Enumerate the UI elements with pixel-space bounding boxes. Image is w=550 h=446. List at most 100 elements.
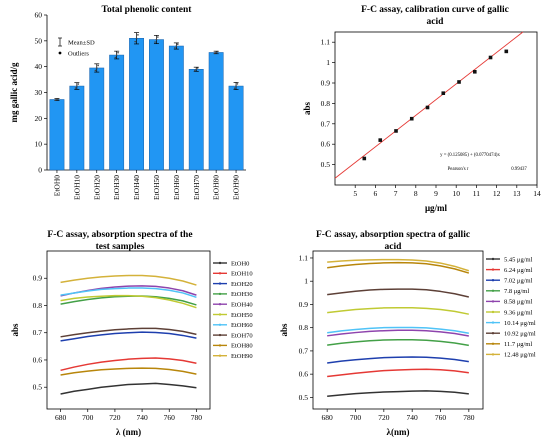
x-tick-label: EtOH70 (192, 175, 201, 200)
legend-marker (218, 282, 222, 285)
data-point (114, 56, 117, 59)
plot-frame (334, 31, 538, 186)
series-line-9 (60, 274, 197, 286)
data-point (362, 156, 367, 161)
y-tick-label: 0.6 (33, 355, 43, 364)
x-tick-label: 700 (350, 413, 362, 422)
series-line-4 (327, 329, 469, 337)
data-point (94, 69, 97, 72)
data-point (196, 67, 199, 69)
y-tick-label: 1 (326, 58, 330, 67)
legend-marker (218, 272, 222, 275)
legend-entry: 12.48 μg/ml (504, 352, 536, 359)
legend-outlier-icon (58, 51, 62, 55)
data-point (57, 98, 60, 100)
x-tick-label: 9 (434, 189, 438, 198)
x-tick-label: 10 (452, 189, 460, 198)
line-chart-spectra-gallic: F-C assay, absorption spectra of gallic a… (279, 230, 536, 437)
y-tick-label: 60 (35, 11, 43, 20)
x-tick-label: 740 (407, 413, 419, 422)
x-tick-label: 5 (353, 189, 357, 198)
series-line-1 (327, 368, 469, 378)
y-tick-label: 0.5 (33, 383, 43, 392)
chart-title: F-C assay, absorption spectra of gallic (316, 230, 470, 240)
y-tick-label: 1.1 (321, 38, 331, 47)
series-line-7 (60, 327, 197, 338)
y-tick-label: 50 (35, 36, 43, 45)
y-tick-label: 0.5 (321, 160, 331, 169)
fit-equation: y = (0.125085) + (0.0770474)x (440, 153, 500, 158)
data-point (56, 98, 58, 101)
data-point (95, 67, 98, 69)
legend-entry: 10.14 μg/ml (504, 320, 536, 327)
y-tick-label: 0.8 (321, 99, 331, 108)
data-point (137, 34, 139, 36)
y-tick-label: 1.1 (299, 253, 309, 262)
y-tick-label: 0.7 (299, 346, 309, 355)
chart-title: acid (427, 17, 445, 27)
x-tick-label: EtOH10 (72, 175, 81, 200)
data-point (74, 87, 77, 89)
series-line-0 (327, 390, 469, 397)
data-point (233, 87, 236, 90)
data-point (216, 50, 219, 53)
legend-marker (218, 354, 222, 357)
x-axis-label: λ(nm) (387, 427, 410, 437)
legend-entry: EtOH90 (231, 353, 253, 360)
x-tick-label: EtOH40 (132, 175, 141, 200)
x-tick-label: 11 (473, 189, 480, 198)
x-tick-label: 680 (322, 413, 334, 422)
legend-marker (218, 323, 222, 326)
x-tick-label: 720 (378, 413, 390, 422)
data-point (135, 37, 138, 40)
data-point (394, 129, 398, 133)
legend-marker (218, 261, 222, 265)
legend-entry: EtOH20 (231, 281, 253, 288)
bar-etoh50 (149, 39, 164, 171)
x-tick-label: 13 (513, 189, 521, 198)
y-axis-label: abs (302, 102, 312, 116)
x-tick-label: EtOH0 (52, 175, 61, 196)
x-tick-label: EtOH20 (92, 175, 101, 200)
data-point (157, 36, 159, 38)
data-point (441, 91, 446, 95)
data-point (175, 45, 178, 47)
panel-total-phenolic: Total phenolic content 0 10 20 30 40 50 60 mg ga… (0, 0, 275, 223)
bar-etoh80 (208, 52, 224, 171)
legend-marker (491, 321, 495, 324)
legend-entry: 9.36 μg/ml (504, 309, 533, 316)
legend-marker (491, 268, 495, 271)
legend-marker (218, 303, 222, 306)
data-point (195, 68, 198, 71)
y-tick-label: 0.9 (299, 300, 309, 309)
data-point (76, 85, 78, 87)
data-point (97, 64, 99, 67)
data-point (194, 69, 196, 72)
legend-entry: EtOH50 (231, 312, 253, 319)
series-line-6 (327, 326, 469, 334)
series-line-1 (60, 357, 197, 372)
data-point (215, 51, 217, 54)
data-point (134, 40, 136, 43)
x-tick-label: 7 (394, 189, 398, 198)
bar-etoh40 (129, 38, 144, 171)
x-tick-label: 780 (191, 413, 203, 422)
legend-marker (491, 342, 495, 345)
y-axis-label: mg gallic acid/g (9, 62, 19, 122)
y-axis-label: abs (10, 323, 20, 337)
plot-frame (312, 250, 484, 410)
bar-chart-total-phenolic: Total phenolic content 0 10 20 30 40 50 60 mg ga… (9, 5, 246, 200)
y-tick-label: 20 (35, 114, 43, 123)
data-point (176, 43, 179, 45)
y-tick-label: 40 (35, 62, 43, 71)
data-point (213, 52, 216, 55)
y-tick-label: 0.9 (321, 79, 331, 88)
series-line-7 (327, 288, 469, 298)
series-line-0 (60, 382, 197, 395)
data-point (54, 99, 57, 101)
legend-entry: 6.24 μg/ml (504, 267, 533, 274)
x-tick-label: EtOH60 (172, 175, 181, 200)
legend-entry: 7.02 μg/ml (504, 278, 533, 285)
chart-title: F-C assay, absorption spectra of the (47, 230, 192, 240)
